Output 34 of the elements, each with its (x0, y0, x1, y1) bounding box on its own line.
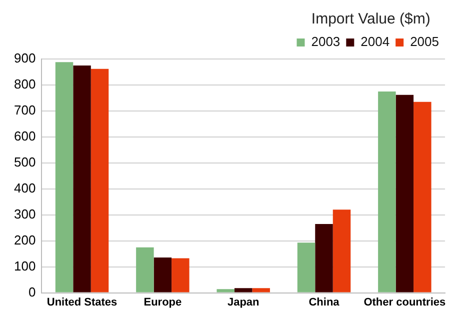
x-tick-label: Other countries (364, 296, 446, 308)
y-tick-label: 800 (14, 76, 36, 92)
bar (73, 65, 91, 292)
legend-title: Import Value ($m) (311, 10, 430, 28)
bar (154, 257, 172, 292)
bar (315, 224, 333, 292)
legend-label: 2004 (360, 34, 390, 50)
y-tick-label: 500 (14, 154, 36, 170)
bar (216, 289, 234, 292)
y-tick-label: 400 (14, 180, 36, 196)
bar (332, 210, 351, 292)
bar (136, 247, 154, 292)
bar (297, 242, 316, 292)
x-tick-label: China (308, 296, 340, 308)
y-tick-label: 300 (14, 206, 36, 222)
x-tick-label: Japan (227, 296, 260, 308)
legend-label: 2005 (410, 34, 439, 50)
y-tick-label: 100 (14, 258, 36, 274)
bar (414, 102, 432, 292)
y-tick-label: 0 (28, 284, 36, 300)
x-tick-label: Europe (144, 296, 182, 308)
bar (90, 68, 109, 292)
y-tick-label: 700 (14, 102, 36, 118)
bar (378, 91, 396, 292)
bar (252, 288, 270, 292)
bar (396, 94, 414, 292)
y-tick-label: 600 (14, 128, 36, 144)
y-tick-label: 200 (14, 232, 36, 248)
x-tick-label: United States (46, 296, 118, 308)
bar (234, 288, 252, 292)
bar (55, 62, 74, 292)
bar (172, 258, 190, 292)
legend-label: 2003 (311, 34, 340, 50)
y-tick-label: 900 (14, 50, 36, 66)
